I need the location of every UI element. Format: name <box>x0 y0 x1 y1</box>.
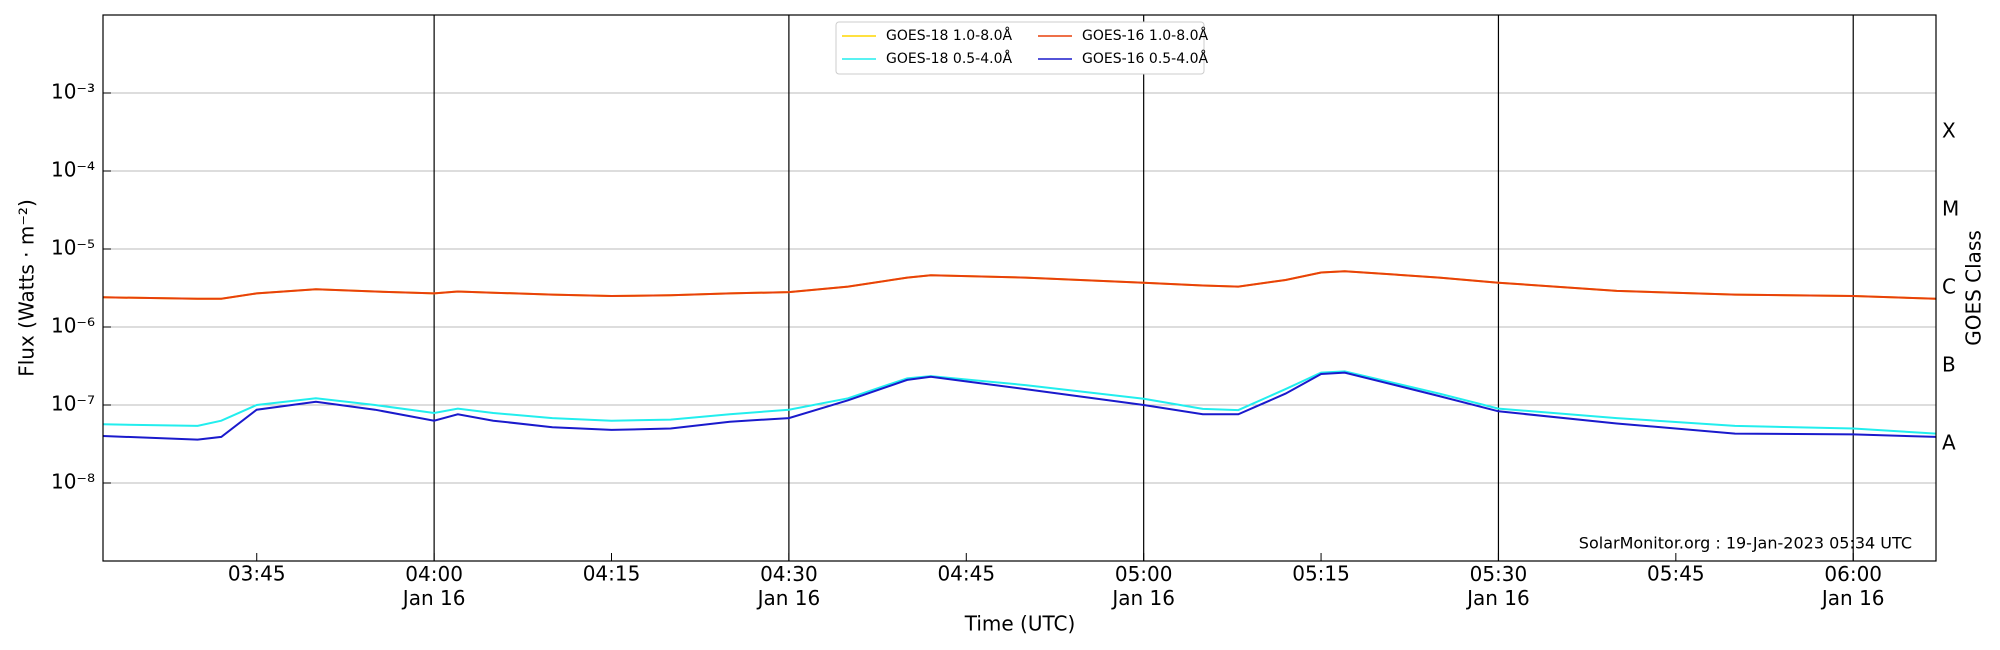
x-tick-line: Jan 16 <box>1465 586 1530 610</box>
legend-label: GOES-16 1.0-8.0Å <box>1082 27 1208 44</box>
y2-tick-label: B <box>1942 352 1956 376</box>
y2-tick-label: X <box>1942 118 1956 142</box>
x-tick-line: 05:00 <box>1115 562 1173 586</box>
x-tick-label: 05:15 <box>1292 562 1350 586</box>
annotation: SolarMonitor.org : 19-Jan-2023 05:34 UTC <box>1579 534 1912 553</box>
x-tick-line: 04:30 <box>760 562 818 586</box>
x-tick-line: Jan 16 <box>401 586 466 610</box>
y2-tick-label: A <box>1942 430 1956 454</box>
y2-tick-label: M <box>1942 196 1959 220</box>
y-tick-label: 10⁻⁸ <box>51 470 95 494</box>
y-tick-label: 10⁻³ <box>51 80 95 104</box>
x-tick-label: 04:30 Jan 16 <box>756 562 821 610</box>
y-tick-label: 10⁻⁷ <box>51 392 95 416</box>
y-tick-label: 10⁻⁴ <box>51 158 95 182</box>
x-tick-label: 05:00 Jan 16 <box>1110 562 1175 610</box>
y2-axis-label: GOES Class <box>1962 230 1986 346</box>
legend-label: GOES-16 0.5-4.0Å <box>1082 50 1208 67</box>
x-tick-label: 04:00 Jan 16 <box>401 562 466 610</box>
x-tick-line: 04:00 <box>405 562 463 586</box>
series-line <box>102 371 1937 441</box>
y2-tick-label: C <box>1942 274 1956 298</box>
x-tick-label: 04:45 <box>937 562 995 586</box>
y-tick-label: 10⁻⁵ <box>51 236 95 260</box>
x-tick-label: 03:45 <box>228 562 286 586</box>
x-tick-label: 06:00 Jan 16 <box>1820 562 1885 610</box>
x-tick-label: 05:45 <box>1647 562 1705 586</box>
legend-box <box>835 21 1205 75</box>
x-tick-line: 05:30 <box>1470 562 1528 586</box>
legend-label: GOES-18 1.0-8.0Å <box>886 27 1012 44</box>
y-axis-label: Flux (Watts · m⁻²) <box>15 199 39 377</box>
x-tick-label: 05:30 Jan 16 <box>1465 562 1530 610</box>
x-tick-label: 04:15 <box>583 562 641 586</box>
series-line <box>102 270 1937 300</box>
series-line <box>102 370 1937 435</box>
x-tick-line: Jan 16 <box>1110 586 1175 610</box>
plot-frame <box>102 14 1937 562</box>
x-tick-line: Jan 16 <box>756 586 821 610</box>
x-axis-label: Time (UTC) <box>964 612 1076 636</box>
x-tick-line: 06:00 <box>1824 562 1882 586</box>
x-tick-line: Jan 16 <box>1820 586 1885 610</box>
legend-label: GOES-18 0.5-4.0Å <box>886 50 1012 67</box>
series-line <box>102 270 1937 300</box>
y-tick-label: 10⁻⁶ <box>51 314 95 338</box>
